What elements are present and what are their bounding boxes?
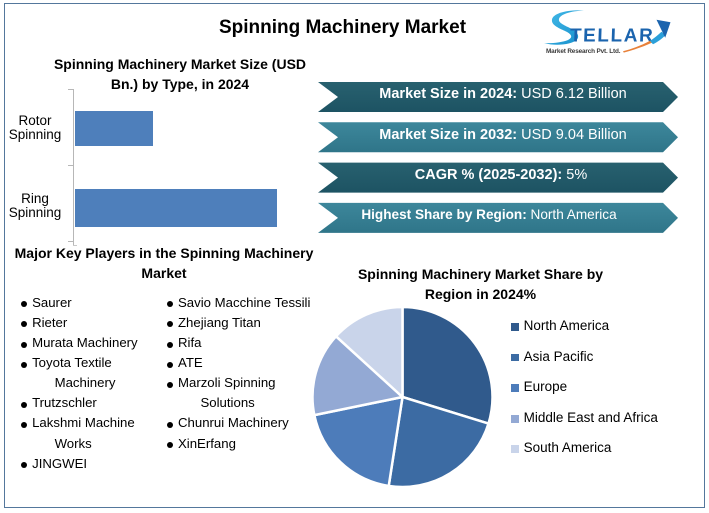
svg-text:Market Research Pvt. Ltd.: Market Research Pvt. Ltd.	[546, 48, 621, 55]
svg-text:TELLAR: TELLAR	[570, 25, 655, 46]
